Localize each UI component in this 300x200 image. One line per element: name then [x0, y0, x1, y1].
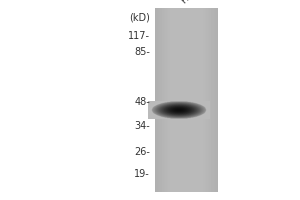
Text: 48-: 48- [134, 97, 150, 107]
Text: 34-: 34- [134, 121, 150, 131]
Text: 26-: 26- [134, 147, 150, 157]
Text: (kD): (kD) [129, 13, 150, 23]
Text: 19-: 19- [134, 169, 150, 179]
Text: 117-: 117- [128, 31, 150, 41]
Text: HT-29: HT-29 [180, 0, 204, 5]
Text: 85-: 85- [134, 47, 150, 57]
